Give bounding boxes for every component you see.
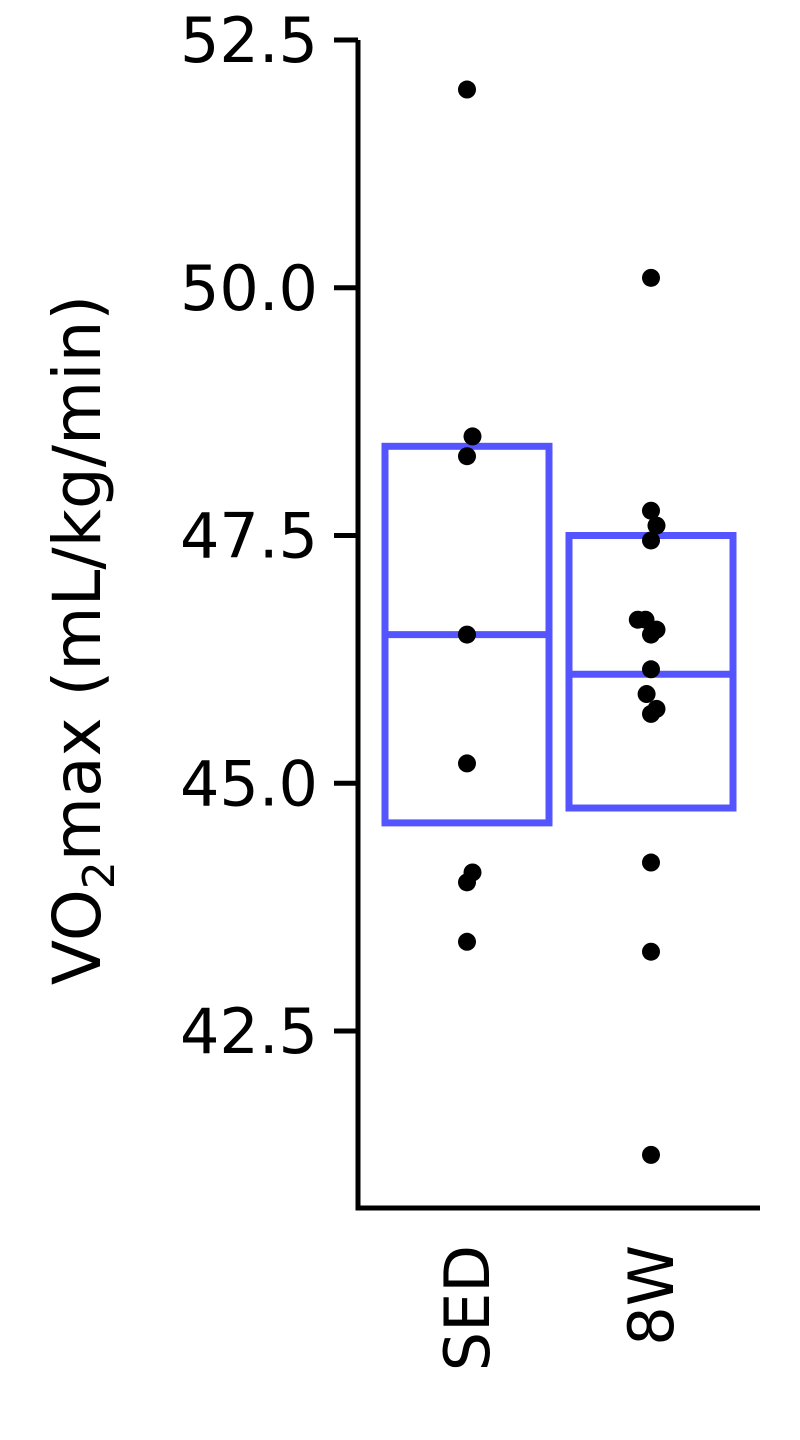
x-tick-label: SED xyxy=(431,1245,504,1371)
x-axis: SED 8W xyxy=(355,1205,760,1371)
data-point xyxy=(642,531,660,550)
data-point xyxy=(458,447,476,466)
y-tick-label: 52.5 xyxy=(180,4,318,77)
y-axis-label-subscript: 2 xyxy=(74,861,125,889)
data-point xyxy=(647,516,666,535)
y-tick-label: 50.0 xyxy=(180,252,318,325)
data-point xyxy=(642,501,660,520)
data-point xyxy=(458,754,476,773)
data-point xyxy=(458,80,476,99)
y-axis-label-main: VO xyxy=(39,889,116,985)
data-point xyxy=(637,685,656,704)
data-point xyxy=(642,660,660,679)
data-point xyxy=(642,1145,660,1164)
data-points xyxy=(458,80,666,1164)
data-point xyxy=(458,873,476,892)
data-point xyxy=(642,942,660,961)
y-axis: 42.5 45.0 47.5 50.0 52.5 xyxy=(180,4,361,1208)
y-axis-label: VO2max (mL/kg/min) xyxy=(39,295,125,985)
y-tick-label: 42.5 xyxy=(180,995,318,1068)
y-axis-label-rest: max (mL/kg/min) xyxy=(39,295,116,861)
x-tick-label: 8W xyxy=(615,1245,688,1346)
y-tick-label: 45.0 xyxy=(180,747,318,820)
data-point xyxy=(463,427,482,446)
boxes xyxy=(381,442,737,827)
data-point xyxy=(642,704,660,723)
y-axis-label-text: VO2max (mL/kg/min) xyxy=(39,295,125,985)
data-point xyxy=(458,625,476,644)
data-point xyxy=(642,268,660,287)
data-point xyxy=(458,932,476,951)
data-point xyxy=(642,625,660,644)
y-tick-label: 47.5 xyxy=(180,500,318,573)
data-point xyxy=(642,853,660,872)
